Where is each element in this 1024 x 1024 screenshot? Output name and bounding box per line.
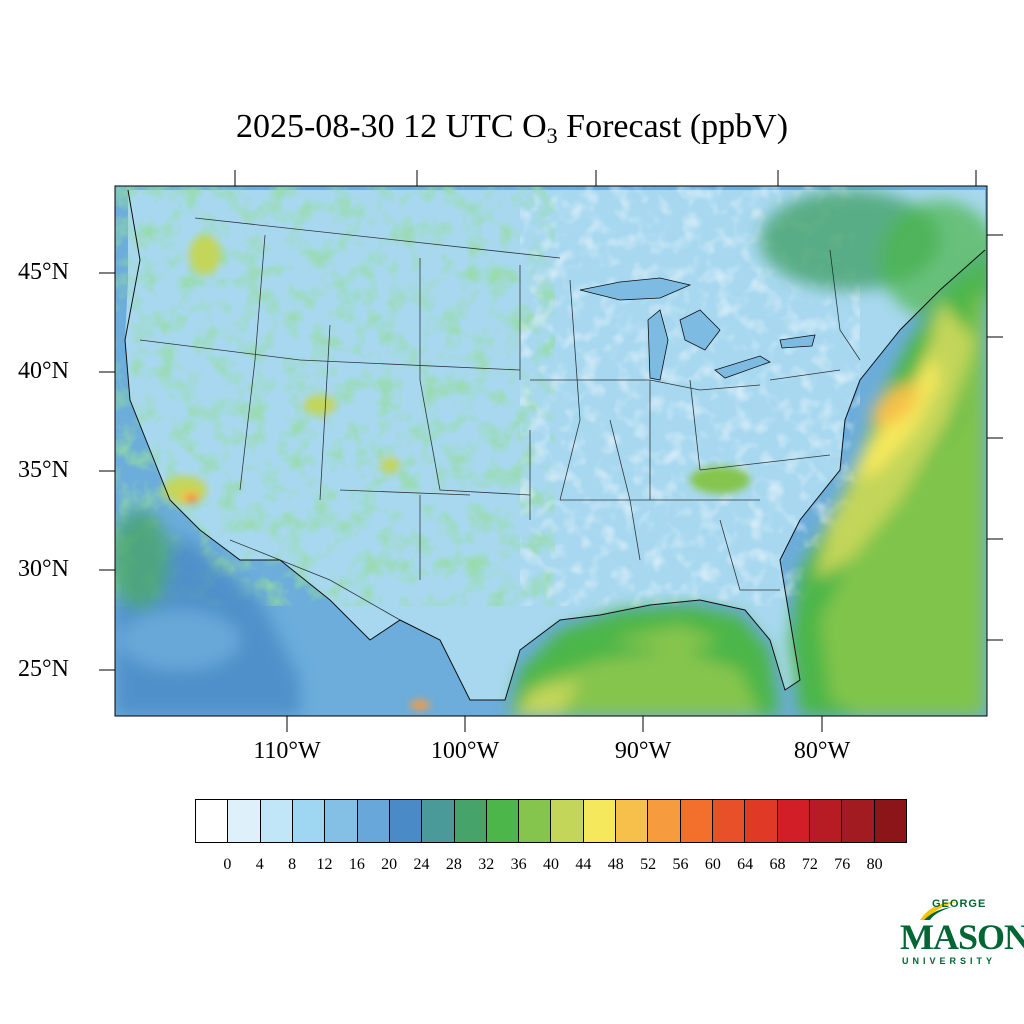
colorbar-swatch — [842, 800, 875, 842]
colorbar-swatch — [454, 800, 487, 842]
colorbar-swatch — [325, 800, 358, 842]
colorbar-tick-label: 68 — [769, 856, 786, 873]
logo-swoosh-icon — [920, 902, 956, 920]
west-speckle — [115, 186, 555, 606]
lon-label-80w: 80°W — [793, 738, 851, 764]
colorbar-swatch — [486, 800, 520, 842]
lon-label-110w: 110°W — [253, 738, 321, 764]
colorbar-tick-label: 36 — [510, 856, 527, 873]
colorbar-tick-label: 16 — [348, 856, 365, 873]
lat-label-25: 25°N — [18, 656, 69, 682]
colorbar-tick-label: 48 — [607, 856, 624, 873]
colorbar-tick-label: 56 — [672, 856, 689, 873]
coastline — [124, 189, 986, 701]
colorbar-swatch — [357, 800, 390, 842]
colorbar-swatch — [551, 800, 584, 842]
colorbar-swatch — [648, 800, 681, 842]
colorbar-tick-label: 64 — [737, 856, 754, 873]
great-lakes — [579, 277, 816, 381]
logo-mason: MASON — [900, 917, 1024, 957]
colorbar-tick-label: 60 — [704, 856, 721, 873]
colorbar-swatch — [228, 800, 261, 842]
colorbar-tick-label: 20 — [381, 856, 398, 873]
lat-label-45: 45°N — [18, 259, 69, 285]
colorbar-swatch — [809, 800, 843, 842]
colorbar-tick-label: 32 — [478, 856, 495, 873]
colorbar-tick-label: 72 — [801, 856, 818, 873]
colorbar-labels: 0 4 8 12 16 20 24 28 32 36 40 44 48 52 56 60 64 68 72 76 80 — [0, 856, 1024, 880]
colorbar-swatch — [745, 800, 778, 842]
lon-label-90w: 90°W — [614, 738, 672, 764]
colorbar-swatch — [389, 800, 423, 842]
colorbar-swatch — [777, 800, 810, 842]
state-borders — [139, 217, 861, 621]
colorbar-swatch — [292, 800, 326, 842]
colorbar-tick-label: 12 — [316, 856, 333, 873]
logo-george: GEORGE — [932, 898, 987, 910]
colorbar-tick-label: 80 — [866, 856, 883, 873]
colorbar-swatch — [519, 800, 552, 842]
map-frame — [114, 185, 988, 717]
lat-label-30: 30°N — [18, 556, 69, 582]
map-title: 2025-08-30 12 UTC O3 Forecast (ppbV) — [235, 108, 789, 148]
colorbar-tick-label: 40 — [543, 856, 559, 873]
axis-ticks — [99, 170, 1003, 732]
colorbar — [195, 799, 907, 843]
colorbar-tick-label: 24 — [413, 856, 430, 873]
colorbar-tick-label: 76 — [834, 856, 851, 873]
colorbar-swatch — [680, 800, 713, 842]
colorbar-swatch — [616, 800, 649, 842]
colorbar-tick-label: 28 — [445, 856, 462, 873]
colorbar-swatch — [260, 800, 293, 842]
colorbar-swatch — [583, 800, 617, 842]
colorbar-swatch — [713, 800, 746, 842]
colorbar-swatch — [874, 800, 906, 842]
colorbar-swatch — [422, 800, 455, 842]
gmu-logo: GEORGE MASON UNIVERSITY — [900, 898, 1024, 970]
colorbar-tick-label: 0 — [223, 856, 232, 873]
colorbar-tick-label: 52 — [640, 856, 657, 873]
colorbar-tick-label: 4 — [255, 856, 264, 873]
lat-label-40: 40°N — [18, 358, 69, 384]
colorbar-tick-label: 44 — [575, 856, 592, 873]
colorbar-tick-label: 8 — [288, 856, 297, 873]
logo-university: UNIVERSITY — [902, 956, 997, 966]
lon-label-100w: 100°W — [430, 738, 500, 764]
colorbar-swatch — [196, 800, 229, 842]
lat-label-35: 35°N — [18, 457, 69, 483]
